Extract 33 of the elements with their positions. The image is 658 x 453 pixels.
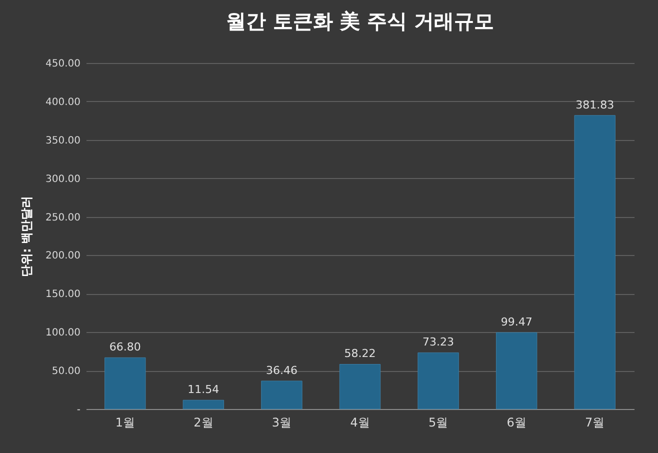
data-label: 66.80 xyxy=(109,340,141,354)
x-tick-label: 1월 xyxy=(115,416,135,430)
x-tick-label: 4월 xyxy=(350,416,370,430)
bar xyxy=(104,357,146,410)
data-label: 381.83 xyxy=(576,98,614,112)
chart-title: 월간 토큰화 美 주식 거래규모 xyxy=(226,9,494,33)
data-label: 36.46 xyxy=(266,364,298,377)
data-label: 58.22 xyxy=(344,347,376,360)
y-tick-label: 50.00 xyxy=(52,366,80,378)
x-tick-label: 7월 xyxy=(585,416,605,430)
x-tick-label: 3월 xyxy=(272,416,292,430)
y-tick-label: 300.00 xyxy=(46,174,80,185)
data-label: 99.47 xyxy=(500,316,532,329)
data-label: 11.54 xyxy=(188,383,220,396)
bar xyxy=(182,400,224,410)
data-label: 73.23 xyxy=(422,336,454,349)
bar xyxy=(418,352,459,410)
y-tick-label: 150.00 xyxy=(46,289,80,300)
y-tick-label: 400.00 xyxy=(46,96,80,108)
y-tick-label: 450.00 xyxy=(46,58,80,70)
y-axis-title: 단위: 백만달러 xyxy=(20,196,34,277)
y-tick-label: 350.00 xyxy=(46,135,80,146)
x-tick-label: 6월 xyxy=(506,416,526,430)
bar xyxy=(496,332,538,410)
y-tick-label: 200.00 xyxy=(46,250,80,262)
y-tick-label: - xyxy=(76,404,81,416)
y-tick-label: 250.00 xyxy=(46,212,80,224)
y-tick-label: 100.00 xyxy=(46,328,80,339)
bar xyxy=(574,115,616,410)
x-tick-label: 5월 xyxy=(428,416,448,430)
bar xyxy=(261,380,302,410)
bar xyxy=(339,364,381,410)
x-tick-label: 2월 xyxy=(194,416,214,430)
